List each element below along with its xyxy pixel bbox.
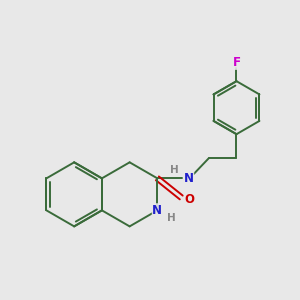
Text: F: F (232, 56, 241, 69)
Text: N: N (152, 204, 162, 217)
Text: H: H (170, 165, 179, 175)
Text: H: H (167, 214, 176, 224)
Text: N: N (184, 172, 194, 185)
Text: O: O (184, 193, 194, 206)
